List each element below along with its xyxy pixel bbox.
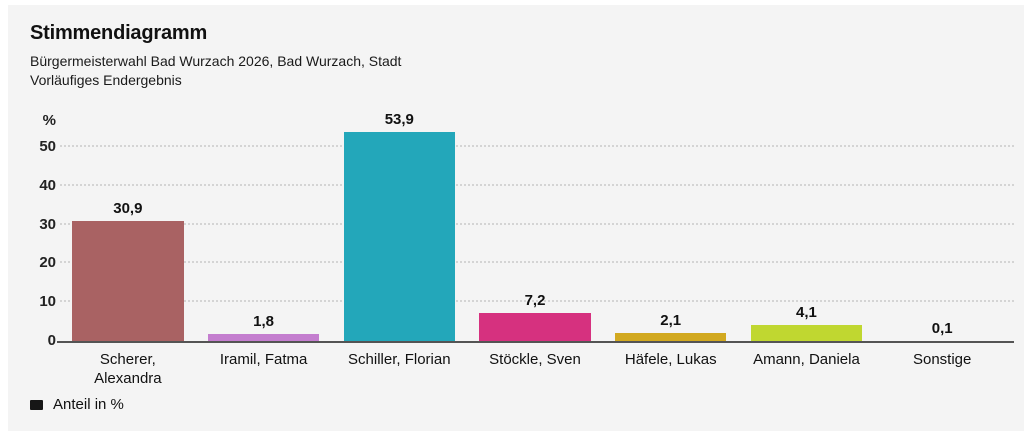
legend-swatch-icon [30, 399, 43, 410]
bar-column: 4,1 [739, 112, 875, 341]
x-axis-category-label: Sonstige [912, 351, 972, 368]
x-axis-category-label: Scherer, Alexandra [94, 351, 162, 387]
y-axis-tick-label: 10 [39, 293, 56, 311]
gridline [60, 183, 1014, 186]
chart-subtitle-line-1: Bürgermeisterwahl Bad Wurzach 2026, Bad … [30, 53, 402, 69]
bar-value-label: 4,1 [796, 304, 817, 322]
bars-container: 30,9 1,8 53,9 7,2 2,1 4,1 0,1 [60, 110, 1010, 341]
chart-panel: Stimmendiagramm Bürgermeisterwahl Bad Wu… [8, 5, 1024, 431]
x-axis-category-label: Stöckle, Sven [489, 351, 581, 368]
bar-value-label: 0,1 [931, 319, 953, 337]
bar-column: 7,2 [467, 112, 603, 341]
bar-column: 0,1 [874, 112, 1010, 341]
bar [343, 131, 455, 341]
bar [615, 332, 727, 341]
page-title: Stimmendiagramm [30, 22, 208, 44]
gridline [60, 144, 1014, 147]
legend: Anteil in % [30, 396, 124, 413]
x-axis-category-label: Iramil, Fatma [219, 351, 308, 368]
x-axis-category-label: Amann, Daniela [753, 351, 860, 368]
bar-column: 2,1 [603, 112, 739, 341]
x-axis-line [57, 341, 1014, 343]
bar-column: 53,9 [331, 110, 467, 341]
gridline [60, 222, 1014, 225]
gridline [60, 261, 1014, 264]
bar [479, 313, 591, 341]
chart-header: Stimmendiagramm Bürgermeisterwahl Bad Wu… [30, 22, 401, 90]
y-axis-tick-label: 40 [39, 176, 56, 194]
y-axis-tick-label: 20 [39, 254, 56, 272]
x-axis-category-label: Häfele, Lukas [624, 351, 717, 368]
gridline [60, 300, 1014, 303]
x-axis-labels: Scherer, Alexandra Iramil, Fatma Schiller,… [60, 350, 1010, 388]
y-axis-tick-labels: 0 10 20 30 40 50 [8, 112, 56, 349]
y-axis-tick-label: 0 [47, 332, 56, 349]
plot-area: 30,9 1,8 53,9 7,2 2,1 4,1 0,1 [60, 110, 1014, 341]
bar-value-label: 1,8 [253, 313, 274, 331]
bar-value-label: 2,1 [660, 311, 682, 329]
bar-value-label: 30,9 [113, 200, 143, 218]
y-axis-tick-label: 50 [39, 137, 56, 155]
y-axis-unit-label: % [42, 112, 56, 129]
bar-column: 30,9 [60, 112, 196, 341]
legend-label: Anteil in % [53, 396, 124, 413]
bar [207, 334, 320, 341]
x-axis-category-label: Schiller, Florian [348, 351, 451, 368]
bar [72, 221, 184, 341]
y-axis-tick-label: 30 [39, 215, 56, 233]
bar-value-label: 53,9 [384, 110, 414, 128]
bar-value-label: 7,2 [524, 292, 546, 310]
chart-subtitle-line-2: Vorläufiges Endergebnis [30, 72, 182, 88]
bar-column: 1,8 [196, 112, 332, 341]
bar [750, 325, 863, 341]
